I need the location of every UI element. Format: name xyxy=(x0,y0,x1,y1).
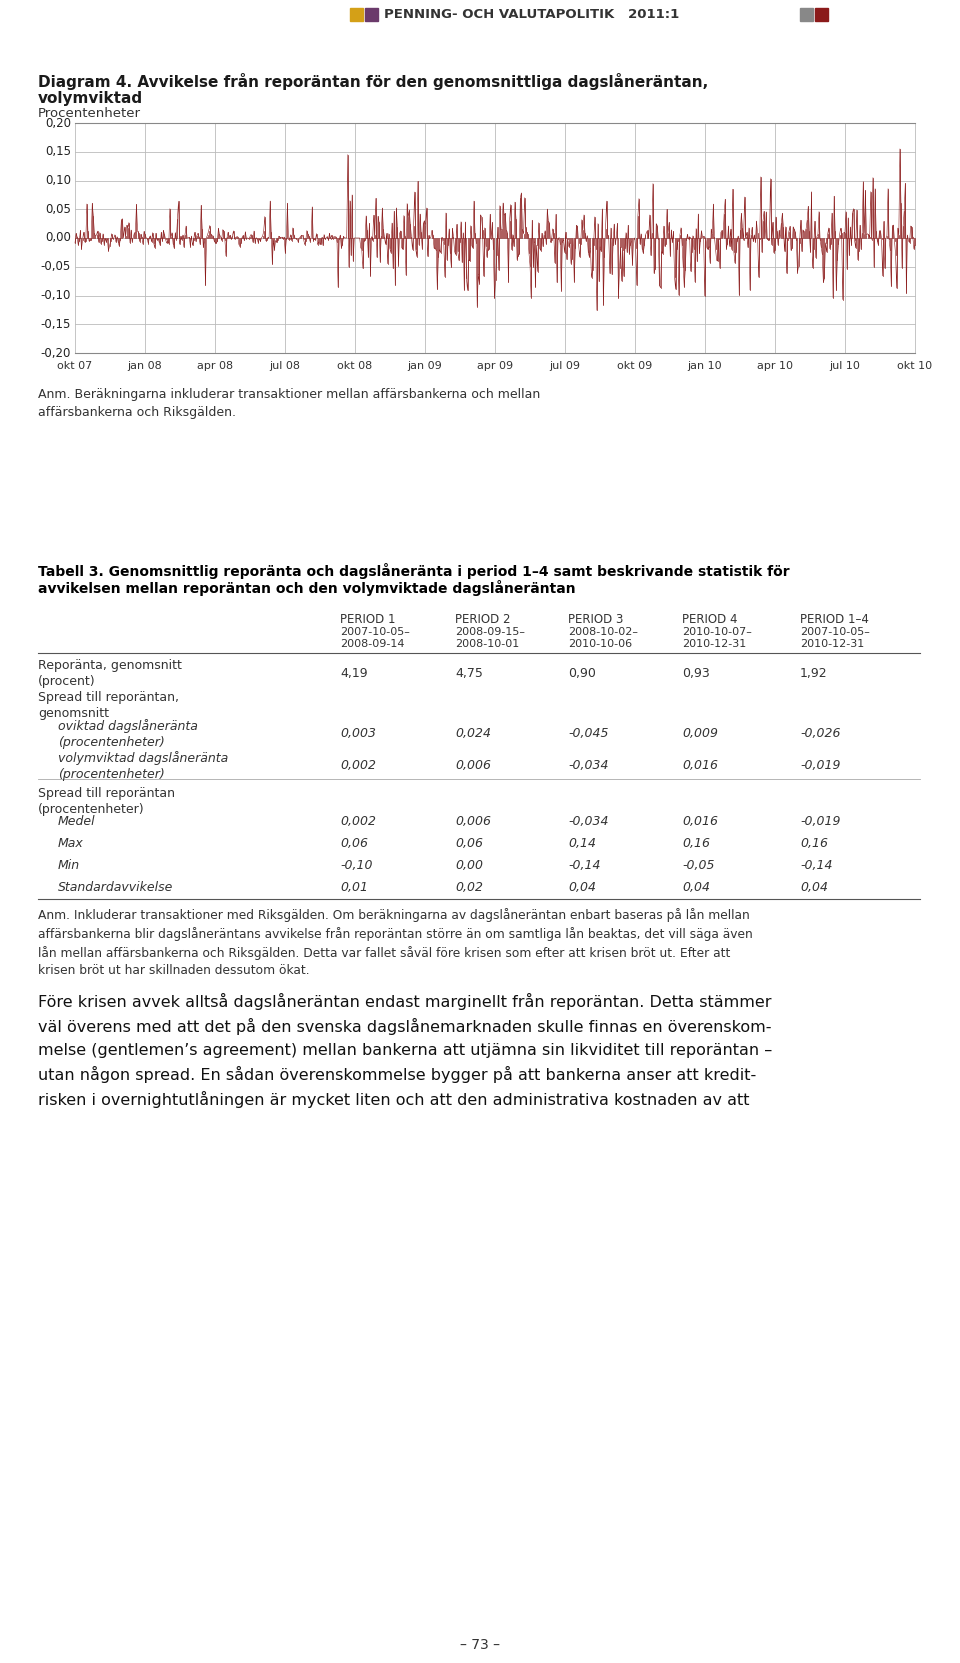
Text: 0,002: 0,002 xyxy=(340,815,376,828)
Text: apr 09: apr 09 xyxy=(477,361,513,371)
Text: -0,14: -0,14 xyxy=(568,860,601,871)
Text: jul 09: jul 09 xyxy=(549,361,581,371)
Text: jul 08: jul 08 xyxy=(270,361,300,371)
Text: Standardavvikelse: Standardavvikelse xyxy=(58,881,174,895)
Text: 0,04: 0,04 xyxy=(568,881,596,895)
Text: 2008-10-02–: 2008-10-02– xyxy=(568,627,638,637)
Text: -0,026: -0,026 xyxy=(800,727,841,740)
Text: 2010-12-31: 2010-12-31 xyxy=(800,639,864,649)
Text: okt 09: okt 09 xyxy=(617,361,653,371)
Text: 1,92: 1,92 xyxy=(800,667,828,680)
Bar xyxy=(365,8,378,22)
Text: Spread till reporäntan,
genomsnitt: Spread till reporäntan, genomsnitt xyxy=(38,692,179,720)
Text: 0,16: 0,16 xyxy=(800,836,828,850)
Text: volymviktad dagslåneränta
(procentenheter): volymviktad dagslåneränta (procentenhete… xyxy=(58,752,228,782)
Text: 0,04: 0,04 xyxy=(682,881,710,895)
Text: volymviktad: volymviktad xyxy=(38,91,143,106)
Text: – 73 –: – 73 – xyxy=(460,1638,500,1651)
Text: 0,009: 0,009 xyxy=(682,727,718,740)
Text: 0,20: 0,20 xyxy=(45,116,71,130)
Text: 0,016: 0,016 xyxy=(682,758,718,772)
Text: -0,10: -0,10 xyxy=(40,289,71,303)
Text: -0,15: -0,15 xyxy=(40,318,71,331)
Text: apr 08: apr 08 xyxy=(197,361,233,371)
Text: 0,14: 0,14 xyxy=(568,836,596,850)
Text: PENNING- OCH VALUTAPOLITIK   2011:1: PENNING- OCH VALUTAPOLITIK 2011:1 xyxy=(384,8,680,22)
Bar xyxy=(350,8,363,22)
Text: 0,15: 0,15 xyxy=(45,145,71,158)
Text: 0,93: 0,93 xyxy=(682,667,709,680)
Text: Min: Min xyxy=(58,860,80,871)
Text: Spread till reporäntan
(procentenheter): Spread till reporäntan (procentenheter) xyxy=(38,787,175,817)
Text: jul 10: jul 10 xyxy=(829,361,860,371)
Text: Anm. Beräkningarna inkluderar transaktioner mellan affärsbankerna och mellan
aff: Anm. Beräkningarna inkluderar transaktio… xyxy=(38,387,540,419)
Text: -0,034: -0,034 xyxy=(568,758,609,772)
Text: Tabell 3. Genomsnittlig reporänta och dagslåneränta i period 1–4 samt beskrivand: Tabell 3. Genomsnittlig reporänta och da… xyxy=(38,564,790,579)
Text: -0,034: -0,034 xyxy=(568,815,609,828)
Text: PERIOD 3: PERIOD 3 xyxy=(568,614,623,625)
Text: jan 10: jan 10 xyxy=(687,361,722,371)
Text: 0,002: 0,002 xyxy=(340,758,376,772)
Text: PERIOD 2: PERIOD 2 xyxy=(455,614,511,625)
Text: 2010-12-31: 2010-12-31 xyxy=(682,639,746,649)
Text: apr 10: apr 10 xyxy=(757,361,793,371)
Text: 0,024: 0,024 xyxy=(455,727,491,740)
Text: Diagram 4. Avvikelse från reporäntan för den genomsnittliga dagslåneräntan,: Diagram 4. Avvikelse från reporäntan för… xyxy=(38,73,708,90)
Text: 0,02: 0,02 xyxy=(455,881,483,895)
Text: Reporänta, genomsnitt
(procent): Reporänta, genomsnitt (procent) xyxy=(38,659,181,688)
Text: -0,05: -0,05 xyxy=(40,259,71,273)
Text: 2007-10-05–: 2007-10-05– xyxy=(800,627,870,637)
Text: 0,06: 0,06 xyxy=(455,836,483,850)
Text: 0,00: 0,00 xyxy=(45,231,71,244)
Text: okt 08: okt 08 xyxy=(337,361,372,371)
Text: oviktad dagslåneränta
(procentenheter): oviktad dagslåneränta (procentenheter) xyxy=(58,718,198,748)
Text: jan 08: jan 08 xyxy=(128,361,162,371)
Text: 2007-10-05–: 2007-10-05– xyxy=(340,627,410,637)
Text: 0,003: 0,003 xyxy=(340,727,376,740)
Text: 2008-10-01: 2008-10-01 xyxy=(455,639,519,649)
Text: 0,006: 0,006 xyxy=(455,815,491,828)
Text: 0,01: 0,01 xyxy=(340,881,368,895)
Text: 0,90: 0,90 xyxy=(568,667,596,680)
Text: Medel: Medel xyxy=(58,815,96,828)
Text: 0,006: 0,006 xyxy=(455,758,491,772)
Text: 0,04: 0,04 xyxy=(800,881,828,895)
Text: Anm. Inkluderar transaktioner med Riksgälden. Om beräkningarna av dagslåneräntan: Anm. Inkluderar transaktioner med Riksgä… xyxy=(38,908,753,978)
Text: Max: Max xyxy=(58,836,84,850)
Text: 0,00: 0,00 xyxy=(455,860,483,871)
Text: 0,16: 0,16 xyxy=(682,836,710,850)
Text: -0,10: -0,10 xyxy=(340,860,372,871)
Text: -0,019: -0,019 xyxy=(800,758,841,772)
Text: 4,19: 4,19 xyxy=(340,667,368,680)
Text: -0,019: -0,019 xyxy=(800,815,841,828)
Text: avvikelsen mellan reporäntan och den volymviktade dagslåneräntan: avvikelsen mellan reporäntan och den vol… xyxy=(38,580,576,595)
Bar xyxy=(800,8,813,22)
Text: okt 07: okt 07 xyxy=(58,361,92,371)
Text: -0,05: -0,05 xyxy=(682,860,714,871)
Text: 2010-10-06: 2010-10-06 xyxy=(568,639,632,649)
Text: okt 10: okt 10 xyxy=(898,361,932,371)
Text: PERIOD 1: PERIOD 1 xyxy=(340,614,396,625)
Text: 2008-09-15–: 2008-09-15– xyxy=(455,627,525,637)
Text: 0,016: 0,016 xyxy=(682,815,718,828)
Text: PERIOD 1–4: PERIOD 1–4 xyxy=(800,614,869,625)
Text: jan 09: jan 09 xyxy=(408,361,443,371)
Text: Före krisen avvek alltså dagslåneräntan endast marginellt från reporäntan. Detta: Före krisen avvek alltså dagslåneräntan … xyxy=(38,993,772,1109)
Text: 0,05: 0,05 xyxy=(45,203,71,216)
Text: PERIOD 4: PERIOD 4 xyxy=(682,614,737,625)
Text: 2008-09-14: 2008-09-14 xyxy=(340,639,404,649)
Text: 2010-10-07–: 2010-10-07– xyxy=(682,627,752,637)
Bar xyxy=(815,8,828,22)
Text: 0,10: 0,10 xyxy=(45,175,71,186)
Text: -0,14: -0,14 xyxy=(800,860,832,871)
Text: Procentenheter: Procentenheter xyxy=(38,106,141,120)
Text: 4,75: 4,75 xyxy=(455,667,483,680)
Text: 0,06: 0,06 xyxy=(340,836,368,850)
Text: -0,20: -0,20 xyxy=(40,346,71,359)
Text: -0,045: -0,045 xyxy=(568,727,609,740)
